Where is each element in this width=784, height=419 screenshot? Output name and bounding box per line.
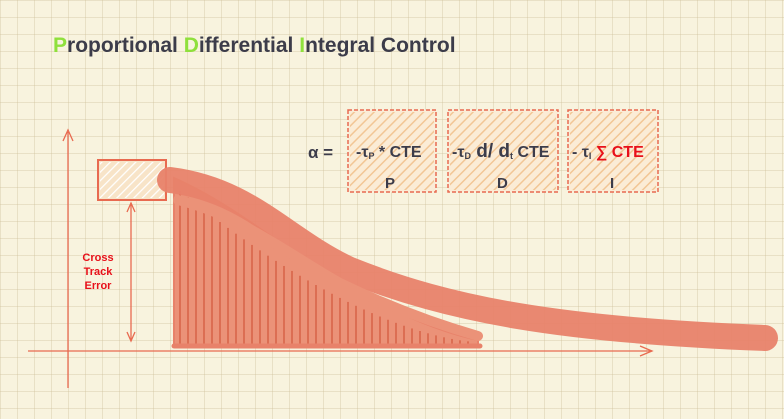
title-word-p: roportional: [67, 34, 184, 57]
term-d-mid: d/ d: [471, 141, 510, 162]
term-d: -τD d/ dt CTE: [452, 141, 550, 162]
start-block: [97, 159, 167, 201]
page-title: Proportional Differential Integral Contr…: [53, 34, 456, 58]
formula-box-p: [347, 109, 437, 193]
cte-curve-inner: [173, 195, 483, 341]
label-d: D: [497, 175, 508, 192]
title-cap-d: D: [183, 34, 199, 57]
error-area: [171, 176, 483, 349]
term-p-sub: P: [368, 151, 374, 161]
term-d-sub: D: [464, 151, 471, 161]
formula-lhs: α =: [308, 143, 333, 162]
cte-curve: [157, 167, 778, 351]
term-p-body: * CTE: [374, 144, 421, 161]
error-label-line1: Cross: [82, 252, 113, 264]
title-word-d: ifferential: [198, 34, 300, 57]
term-i-prefix: - τ: [572, 144, 589, 161]
term-i-sub: I: [589, 151, 592, 161]
term-i-sigma: ∑ CTE: [591, 144, 644, 161]
formula-box-d: [447, 109, 559, 193]
title-word-i: ntegral Control: [305, 34, 456, 57]
term-p-prefix: -τ: [356, 144, 368, 161]
error-label: Cross Track Error: [82, 252, 113, 292]
term-d-sub2: t: [510, 151, 513, 161]
formula-box-i: [567, 109, 659, 193]
cte-arrow: [126, 201, 136, 343]
title-cap-i: I: [299, 34, 306, 57]
term-d-prefix: -τ: [452, 144, 464, 161]
label-i: I: [610, 175, 614, 192]
x-axis-arrow-icon: [639, 345, 654, 357]
term-d-body: CTE: [513, 144, 550, 161]
error-label-line3: Error: [85, 280, 113, 292]
axes: [28, 128, 654, 388]
arrow-down-icon: [126, 331, 136, 343]
title-cap-p: P: [53, 34, 68, 57]
y-axis-arrow-icon: [62, 128, 74, 142]
arrow-up-icon: [126, 201, 136, 213]
term-i: - τI ∑ CTE: [572, 144, 644, 161]
error-label-line2: Track: [84, 266, 114, 278]
term-p: -τP * CTE: [356, 144, 422, 161]
label-p: P: [385, 175, 395, 192]
